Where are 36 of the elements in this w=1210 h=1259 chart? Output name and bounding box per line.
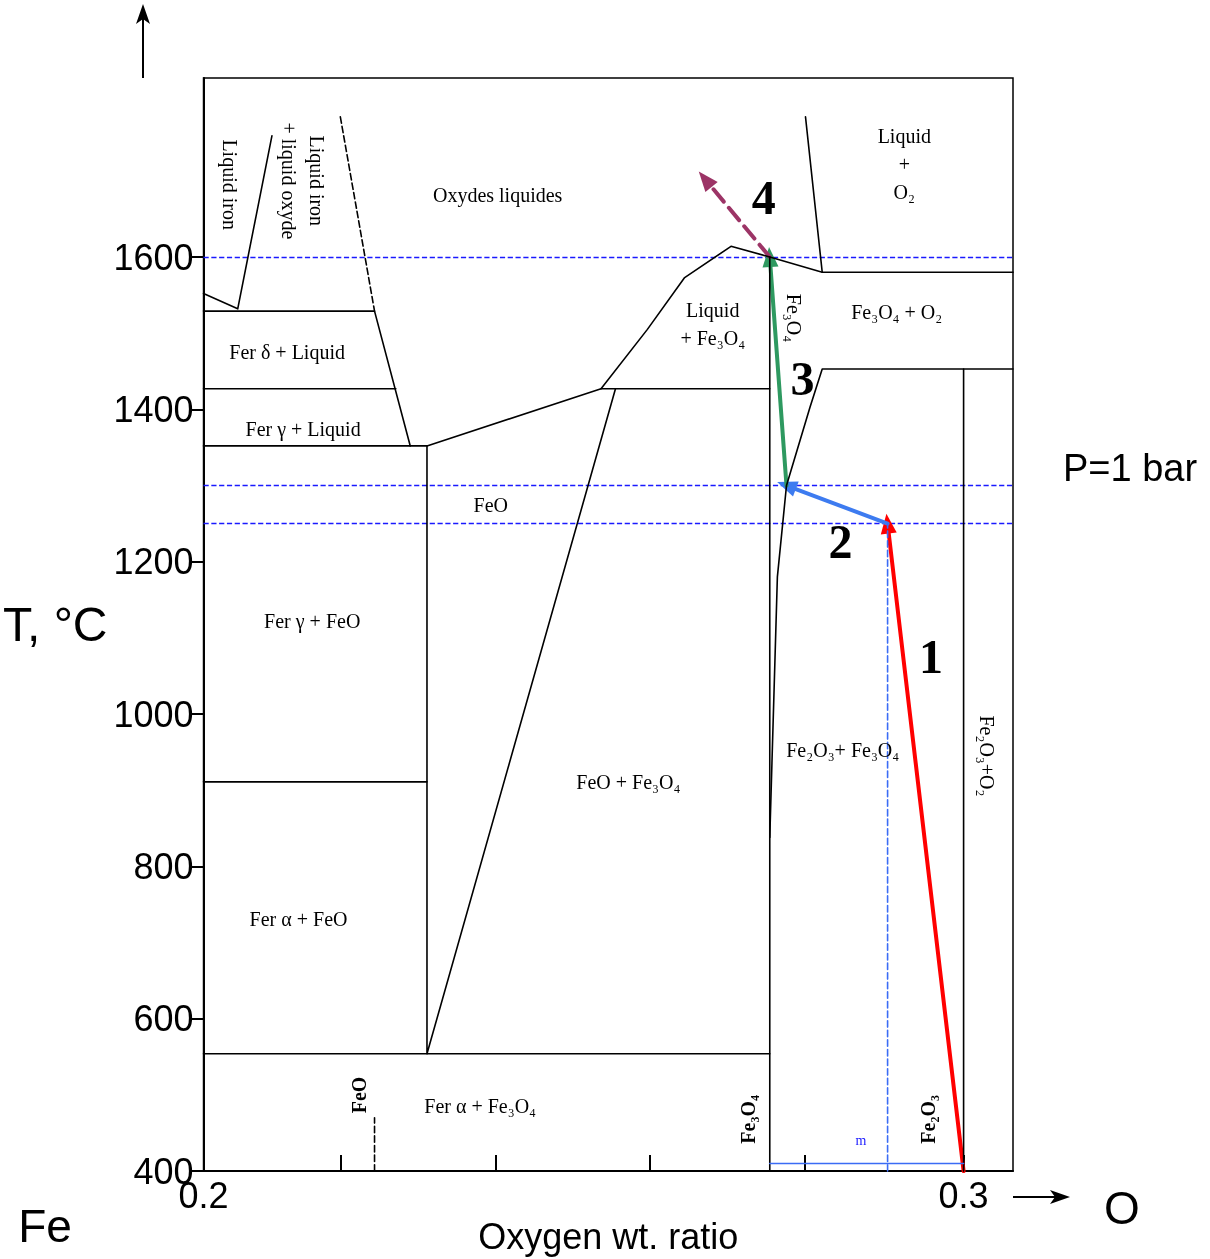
annotation: Liquid + O₂ [877,125,931,204]
annotation: Fe₃O₄ [736,1094,759,1144]
annotation: Fe₃O₄ + O₂ [851,300,943,323]
annotation: Fe₂O₃+O₂ [976,715,999,797]
annotation: FeO + Fe₃O₄ [576,770,681,793]
annotation: 2 [828,514,853,568]
y-tick-label: 1400 [113,388,194,430]
annotation: Fer α + FeO [249,907,348,930]
y-tick-label: 600 [133,998,194,1040]
annotation: 3 [790,352,815,406]
annotation: FeO [347,1076,370,1114]
annotation: Fe₂O₃+ Fe₃O₄ [786,738,900,761]
annotation: 1 [918,630,943,684]
annotation: Liquid iron [218,139,242,230]
annotation: FeO [473,494,509,517]
annotation: m [855,1133,867,1149]
annotation: Oxydes liquides [432,183,563,207]
y-tick-label: 800 [133,845,194,887]
x-tick-label: 0.3 [938,1174,989,1216]
y-tick-label: 1600 [113,236,194,278]
y-axis-title: T, °C [3,598,108,652]
annotation: Fer γ + FeO [264,610,361,634]
annotation: Fer α + Fe₃O₄ [424,1095,537,1118]
y-tick-label: 1200 [113,541,194,583]
annotation: Liquid + Fe₃O₄ [680,299,746,350]
y-tick-label: 1000 [113,693,194,735]
text: O [1104,1182,1140,1234]
annotation: Liquid iron + liquid oxyde [277,122,329,240]
text: Fe [18,1200,72,1252]
annotation: 4 [751,171,776,225]
annotation: Fe₃O₄ [783,293,806,343]
annotation: Fe₂O₃ [916,1094,939,1144]
annotation: Fer δ + Liquid [229,341,345,365]
text: P=1 bar [1062,447,1198,489]
x-axis-title: Oxygen wt. ratio [478,1215,739,1257]
annotation: Fer γ + Liquid [245,418,361,442]
